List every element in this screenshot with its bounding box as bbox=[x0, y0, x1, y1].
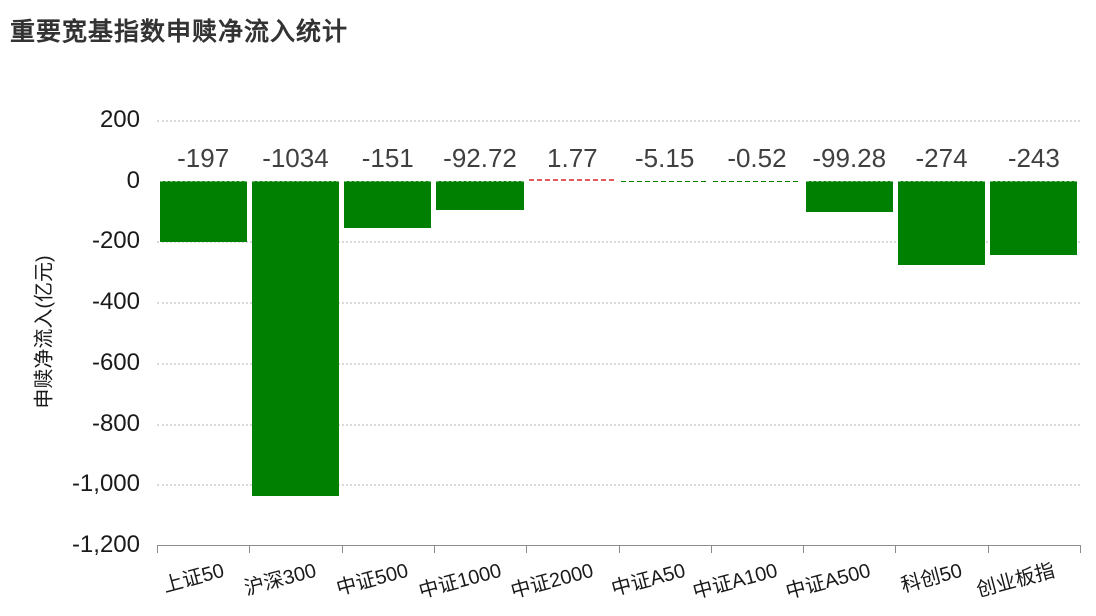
bar-0 bbox=[159, 180, 247, 242]
x-tick-label-6: 中证A100 bbox=[690, 559, 781, 604]
gridline bbox=[157, 120, 1080, 122]
y-tick-label: 0 bbox=[126, 166, 140, 194]
bar-5 bbox=[621, 180, 709, 183]
x-axis-tick bbox=[249, 545, 251, 553]
value-label-8: -274 bbox=[915, 143, 968, 173]
x-tick-label-9: 创业板指 bbox=[974, 559, 1058, 602]
value-label-3: -92.72 bbox=[443, 143, 517, 173]
y-tick-label: -800 bbox=[91, 409, 140, 437]
gridline bbox=[157, 241, 1080, 244]
y-tick-label: 200 bbox=[99, 106, 140, 133]
value-label-0: -197 bbox=[177, 143, 230, 173]
gridline bbox=[157, 302, 1080, 305]
x-tick-label-4: 中证2000 bbox=[508, 559, 596, 603]
y-tick-label: -600 bbox=[91, 348, 140, 376]
value-label-2: -151 bbox=[361, 143, 414, 173]
x-axis-tick bbox=[157, 545, 158, 553]
bar-7 bbox=[805, 180, 893, 212]
gridline bbox=[157, 362, 1080, 365]
x-tick-label-8: 科创50 bbox=[898, 559, 965, 598]
bar-4 bbox=[528, 179, 616, 181]
x-axis-tick bbox=[1080, 545, 1081, 553]
bar-3 bbox=[436, 180, 524, 210]
value-label-9: -243 bbox=[1007, 143, 1060, 173]
x-tick-label-7: 中证A500 bbox=[783, 559, 873, 604]
gridline bbox=[157, 484, 1080, 487]
x-tick-label-0: 上证50 bbox=[160, 559, 227, 598]
y-tick-label: -1,200 bbox=[71, 531, 140, 558]
value-label-1: -1034 bbox=[262, 143, 329, 173]
x-tick-label-1: 沪深300 bbox=[242, 559, 319, 601]
x-axis-tick bbox=[803, 545, 805, 553]
y-tick-label: -400 bbox=[91, 288, 140, 316]
x-axis-tick bbox=[987, 545, 989, 553]
bar-8 bbox=[897, 180, 986, 265]
x-axis-tick bbox=[341, 545, 343, 553]
value-label-6: -0.52 bbox=[727, 143, 787, 173]
y-tick-label: -1,000 bbox=[71, 470, 140, 498]
x-axis-tick bbox=[710, 545, 712, 553]
value-label-5: -5.15 bbox=[635, 143, 695, 173]
x-axis-tick bbox=[433, 545, 435, 553]
x-tick-label-2: 中证500 bbox=[334, 559, 411, 601]
y-tick-label: -200 bbox=[91, 227, 140, 255]
chart-title: 重要宽基指数申赎净流入统计 bbox=[10, 18, 349, 46]
x-tick-label-5: 中证A50 bbox=[609, 559, 688, 601]
value-label-7: -99.28 bbox=[812, 143, 887, 173]
x-axis-tick bbox=[618, 545, 620, 553]
x-axis-tick bbox=[895, 545, 897, 553]
bar-9 bbox=[990, 180, 1078, 256]
x-tick-label-3: 中证1000 bbox=[415, 559, 504, 603]
bar-6 bbox=[713, 180, 801, 183]
bar-1 bbox=[251, 180, 340, 496]
gridline bbox=[157, 423, 1080, 426]
bar-2 bbox=[344, 180, 432, 228]
value-label-4: 1.77 bbox=[547, 143, 598, 173]
x-axis-tick bbox=[526, 545, 528, 553]
